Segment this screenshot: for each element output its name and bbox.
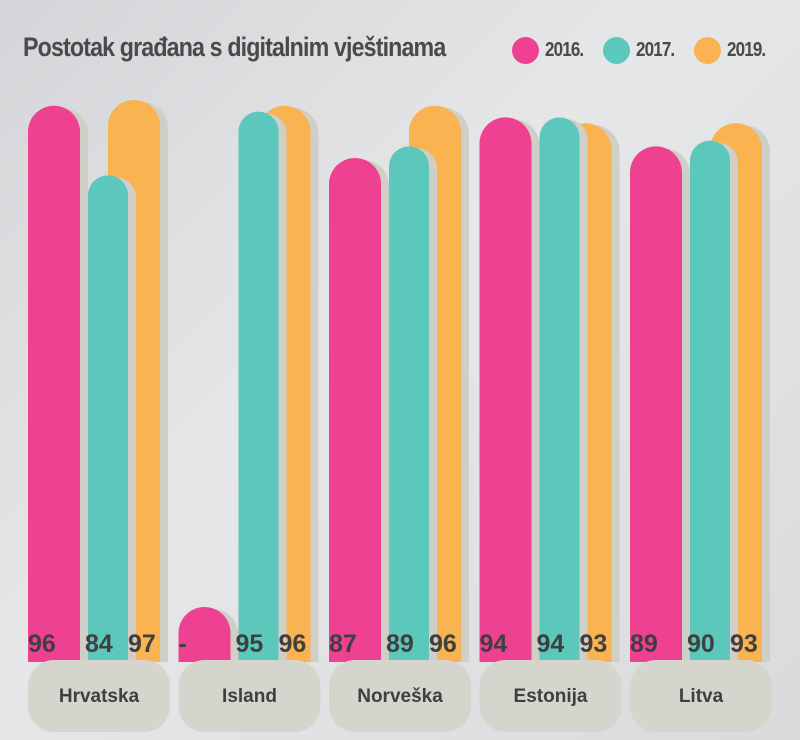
country-pill-litva (630, 660, 772, 732)
value-label-island-2017: 95 (236, 630, 264, 658)
bar-hrvatska-2017 (88, 175, 128, 662)
legend-item-2019: 2019. (694, 37, 771, 64)
value-label-litva-2016: 89 (630, 630, 658, 658)
legend-label-2019: 2019. (727, 39, 766, 61)
value-label-norveška-2016: 87 (329, 630, 357, 658)
chart-title: Postotak građana s digitalnim vještinama (23, 32, 446, 62)
country-pill-estonija (479, 660, 622, 732)
legend-item-2016: 2016. (512, 37, 589, 64)
country-label-estonija: Estonija (514, 686, 588, 707)
legend-swatch-2016 (512, 37, 539, 64)
legend-swatch-2017 (603, 37, 630, 64)
bar-island-2016 (178, 607, 231, 662)
legend-label-2017: 2017. (636, 39, 675, 61)
value-label-litva-2019: 93 (730, 630, 758, 658)
country-pill-island (178, 660, 321, 732)
legend-item-2017: 2017. (603, 37, 680, 64)
country-pill-norveška (329, 660, 471, 732)
bar-estonija-2017 (539, 117, 580, 662)
value-label-norveška-2019: 96 (429, 630, 457, 658)
bar-litva-2016 (630, 146, 682, 662)
country-label-island: Island (222, 686, 277, 707)
legend-swatch-2019 (694, 37, 721, 64)
bar-island-2017 (238, 111, 279, 663)
value-label-island-2016: - (179, 630, 187, 658)
country-label-litva: Litva (679, 686, 724, 707)
value-label-hrvatska-2019: 97 (128, 630, 156, 658)
value-label-estonija-2016: 94 (480, 630, 508, 658)
bar-litva-2017 (690, 140, 730, 663)
country-pill-hrvatska (28, 660, 170, 732)
country-label-norveška: Norveška (357, 686, 443, 707)
bar-norveška-2016 (329, 158, 381, 662)
legend-label-2016: 2016. (545, 39, 584, 61)
legend: 2016. 2017. 2019. (512, 37, 785, 64)
value-label-estonija-2019: 93 (580, 630, 608, 658)
bar-estonija-2016 (479, 117, 532, 662)
bar-hrvatska-2016 (28, 105, 80, 663)
value-label-island-2019: 96 (279, 630, 307, 658)
value-label-norveška-2017: 89 (386, 630, 414, 658)
value-label-estonija-2017: 94 (537, 630, 565, 658)
value-label-litva-2017: 90 (687, 630, 715, 658)
value-label-hrvatska-2017: 84 (85, 630, 113, 658)
value-label-hrvatska-2016: 96 (28, 630, 56, 658)
bar-norveška-2017 (389, 146, 429, 662)
country-label-hrvatska: Hrvatska (59, 686, 140, 707)
